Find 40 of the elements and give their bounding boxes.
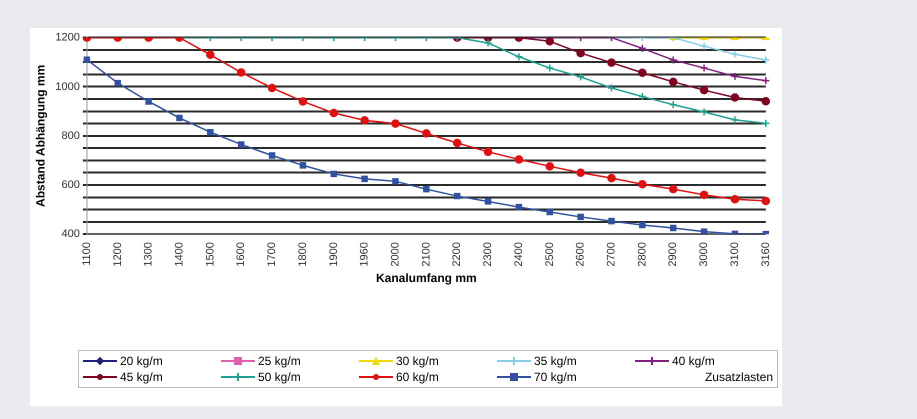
x-tick-label: 2700 [606,242,618,267]
x-tick-label: 1600 [235,242,248,267]
x-tick-label: 1400 [173,242,186,267]
x-tick-label: 1960 [358,242,371,267]
y-tick-label: 600 [62,179,80,192]
x-tick-label: 1200 [112,242,124,267]
x-tick-label: 3160 [760,242,772,267]
x-tick-label: 2500 [544,242,556,267]
x-tick-label: 1700 [266,242,278,267]
x-axis-title: Kanalumfang mm [376,271,477,286]
x-tick-label: 2400 [512,242,525,267]
x-tick-label: 2000 [390,242,402,267]
x-tick-label: 1300 [142,242,155,267]
legend-label: 60 kg/m [396,370,439,384]
y-tick-label: 1000 [55,80,80,93]
x-tick-label: 1500 [204,242,216,267]
legend-label: 70 kg/m [534,370,577,384]
x-tick-label: 1900 [328,242,340,267]
y-axis-title: Abstand Abhängung mm [34,64,48,207]
x-tick-label: 2800 [636,242,648,267]
x-tick-label: 1100 [80,242,93,266]
legend-label: 30 kg/m [396,354,439,368]
legend-title: Zusatzlasten [704,370,773,384]
x-tick-label: 2900 [667,242,680,267]
y-tick-label: 400 [62,228,80,240]
x-tick-label: 2200 [451,242,464,267]
y-tick-label: 1200 [55,32,80,44]
x-tick-label: 1800 [296,242,309,267]
x-tick-label: 2300 [482,242,494,267]
legend-label: 20 kg/m [120,354,163,368]
legend-label: 50 kg/m [258,370,301,384]
legend-label: 25 kg/m [258,354,301,368]
legend-label: 45 kg/m [120,370,163,384]
legend-label: 35 kg/m [534,354,577,368]
x-tick-label: 2100 [420,242,432,267]
x-tick-label: 3000 [698,242,710,267]
x-tick-label: 3100 [728,242,741,267]
y-tick-label: 800 [62,130,80,142]
x-tick-label: 2600 [574,242,587,267]
legend-label: 40 kg/m [672,354,715,368]
